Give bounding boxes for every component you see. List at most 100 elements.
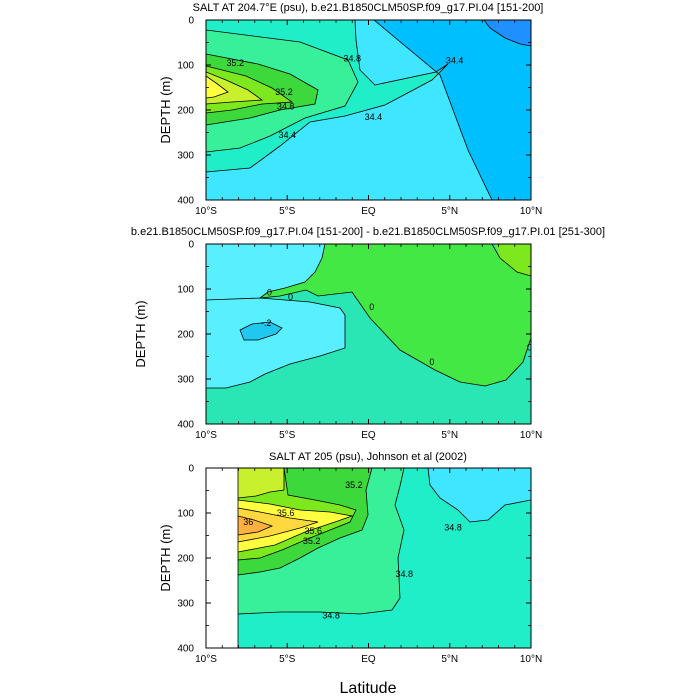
panel-3-contour-label: 34.8 [395, 569, 413, 579]
panel-2-fill-positive [260, 244, 531, 386]
panel-2-x-tick-label: 10°N [520, 430, 542, 441]
panel-2-x-tick-label: 10°S [195, 430, 217, 441]
panel-1-plot-area [206, 20, 531, 200]
panel-2-y-ticks: 0 100 200 300 400 [177, 240, 531, 431]
panel-2-fill-negative [206, 244, 345, 388]
panel-3-x-tick-label: 5°S [279, 654, 296, 665]
panel-3-plot-area [237, 468, 531, 648]
panel-3-x-tick-label: 10°N [520, 654, 542, 665]
panel-1-fill-35.6-35.8 [206, 76, 228, 98]
panel-1-x-tick-label: EQ [361, 206, 376, 217]
panel-3-contour-35.4-top [237, 468, 285, 499]
panel-3-y-tick-label: 300 [177, 599, 194, 610]
panel-3-contour-label: 34.8 [322, 611, 340, 621]
panel-3-fill-34.4-34.6 [428, 468, 531, 522]
panel-1-fill-33.8-34.0 [484, 20, 531, 46]
panel-1-y-tick-label: 300 [177, 151, 194, 162]
panel-2-contour-label: -.2 [261, 318, 272, 328]
panel-1-x-tick-label: 5°S [279, 206, 296, 217]
panel-1-contour-label: 34.8 [343, 53, 361, 63]
panel-3-contour-label: 35.2 [303, 536, 321, 546]
panel-1-contour-label: 34.8 [277, 101, 295, 111]
panel-2-contour-label: 0 [527, 343, 532, 353]
panel-1-x-tick-label: 10°S [195, 206, 217, 217]
panel-2-y-tick-label: 0 [188, 240, 194, 251]
panel-1-ylabel: DEPTH (m) [158, 76, 173, 143]
panel-2-x-tick-label: 5°N [441, 430, 458, 441]
panel-3-contour-35.2 [237, 468, 357, 561]
panel-3-y-ticks: 0 100 200 300 400 [177, 464, 531, 655]
panel-2-y-tick-label: 300 [177, 375, 194, 386]
panel-3-x-tick-label: 5°N [441, 654, 458, 665]
panel-2-difference: b.e21.B1850CLM50SP.f09_g17.PI.04 [151-20… [131, 226, 605, 441]
panel-1-y-tick-label: 100 [177, 61, 194, 72]
panel-1-contour-35.6 [206, 75, 229, 99]
panel-3-contour-label: 34.8 [444, 522, 462, 532]
panel-2-contour-neg [206, 297, 346, 389]
panel-3-contour-35.0 [237, 468, 373, 576]
panel-3-fill-35.2-35.4-top [238, 468, 284, 498]
panel-1-contour-34.0 [483, 20, 531, 47]
panel-3-y-tick-label: 400 [177, 644, 194, 655]
panel-3-contour-34.8 [237, 468, 405, 615]
panel-2-contour-zero-main [259, 289, 531, 387]
panel-2-contour-labels: 0 0 -.2 0 0 0 [261, 288, 532, 367]
panel-1-contour-34.8 [206, 29, 359, 153]
panel-1-contour-labels: 35.2 35.2 34.8 34.8 34.4 34.4 34.4 [226, 53, 464, 140]
panel-1-contour-35.2 [206, 65, 294, 114]
panel-2-plot-area [206, 244, 531, 424]
panel-3-y-tick-label: 100 [177, 509, 194, 520]
panel-3-fill-35.6-35.8 [238, 508, 318, 542]
panel-1-x-tick-label: 5°N [441, 206, 458, 217]
panel-1-y-tick-label: 400 [177, 196, 194, 207]
panel-1-contour-34.4 [373, 20, 493, 200]
panel-3-fill-35.8-36.0 [238, 516, 272, 535]
panel-2-contour-corner [491, 244, 531, 277]
panel-2-fill-positive-corner [495, 244, 531, 276]
panel-3-contour-35.8 [237, 515, 274, 536]
panel-1-contour-label: 34.4 [278, 130, 296, 140]
panel-3-contour-label: 35.6 [304, 526, 322, 536]
figure-xlabel: Latitude [340, 680, 397, 697]
panel-1-contour-34.6 [206, 20, 449, 173]
panel-2-x-tick-label: EQ [361, 430, 376, 441]
panel-1-contour-35.0 [206, 53, 319, 126]
panel-2-contour-label: 0 [288, 292, 293, 302]
panel-1-contour-label: 35.2 [226, 58, 244, 68]
panel-1-contour-label: 35.2 [275, 87, 293, 97]
panel-1-fill-34.0-34.4 [206, 20, 531, 200]
panel-1-x-ticks: 10°S 5°S EQ 5°N 10°N [195, 20, 542, 217]
panel-2-y-tick-label: 400 [177, 420, 194, 431]
panel-1-title: SALT AT 204.7°E (psu), b.e21.B1850CLM50S… [193, 2, 544, 14]
panel-1-y-tick-label: 0 [188, 16, 194, 27]
panel-2-contour-label: 0 [429, 357, 434, 367]
panel-2-contour-label: 0 [369, 302, 374, 312]
panel-1-contour-35.4 [206, 71, 264, 105]
panel-3-title: SALT AT 205 (psu), Johnson et al (2002) [269, 451, 467, 463]
panel-3-contour-label: 36 [243, 517, 253, 527]
panel-3-contour-35.6 [237, 507, 319, 543]
panel-1-model-salinity: SALT AT 204.7°E (psu), b.e21.B1850CLM50S… [158, 2, 543, 217]
panel-3-y-tick-label: 0 [188, 464, 194, 475]
panel-3-contour-label: 35.2 [345, 480, 363, 490]
panel-1-x-tick-label: 10°N [520, 206, 542, 217]
panel-2-contour-label: 0 [267, 288, 272, 298]
panel-2-contour-neg-0.2 [239, 321, 283, 341]
panel-1-contour-label: 34.4 [446, 56, 464, 66]
panel-3-observations: SALT AT 205 (psu), Johnson et al (2002) … [158, 451, 542, 665]
panel-3-contour-34.6 [427, 468, 531, 523]
panel-2-title: b.e21.B1850CLM50SP.f09_g17.PI.04 [151-20… [131, 226, 605, 238]
panel-3-contour-label: 35.6 [277, 508, 295, 518]
panel-2-x-tick-label: 5°S [279, 430, 296, 441]
panel-3-x-tick-label: EQ [361, 654, 376, 665]
panel-3-x-ticks: 10°S 5°S EQ 5°N 10°N [195, 468, 542, 665]
panel-3-contour-35.4 [237, 499, 354, 553]
panel-2-x-ticks: 10°S 5°S EQ 5°N 10°N [195, 244, 542, 441]
panel-1-y-ticks: 0 100 200 300 400 [177, 16, 531, 207]
panel-1-y-tick-label: 200 [177, 106, 194, 117]
panel-3-ylabel: DEPTH (m) [158, 524, 173, 591]
panel-1-fill-35.4-35.6 [206, 72, 262, 104]
panel-1-contour-label: 34.4 [365, 112, 383, 122]
